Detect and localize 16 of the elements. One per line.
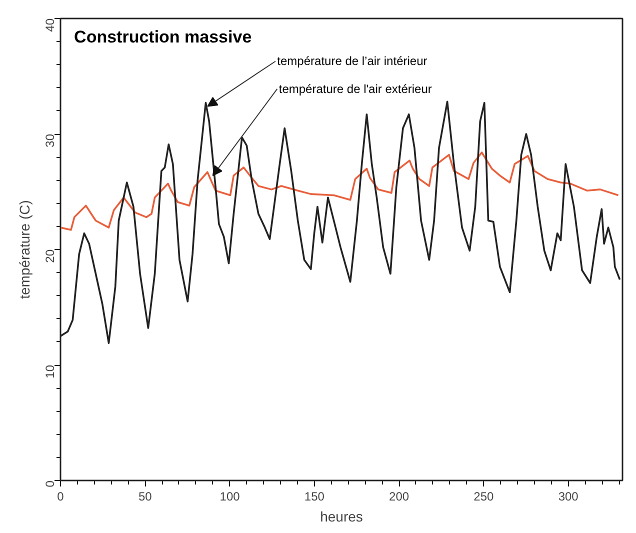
y-axis-title: température (C) xyxy=(16,200,32,299)
x-tick-label: 150 xyxy=(304,490,325,504)
y-tick-label: 40 xyxy=(43,18,57,32)
x-tick-label: 250 xyxy=(474,490,494,504)
text: Construction massive xyxy=(74,27,252,46)
y-tick-label: 10 xyxy=(43,364,57,378)
y-tick-label: 0 xyxy=(43,480,57,488)
x-tick-label: 200 xyxy=(389,490,410,504)
x-tick-label: 50 xyxy=(138,490,152,504)
y-tick-label: 20 xyxy=(43,249,57,263)
x-tick-label: 300 xyxy=(558,490,579,504)
x-tick-label: 100 xyxy=(220,490,240,504)
y-tick-label: 30 xyxy=(43,134,57,148)
annotation: température de l’air intérieur xyxy=(277,54,428,68)
x-axis-title: heures xyxy=(320,508,363,524)
annotation: température de l'air extérieur xyxy=(278,82,432,96)
